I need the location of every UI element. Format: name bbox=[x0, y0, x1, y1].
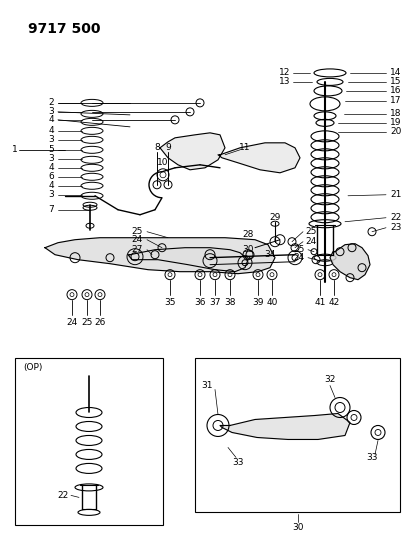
Text: 16: 16 bbox=[390, 86, 402, 95]
Polygon shape bbox=[45, 238, 275, 273]
Text: 31: 31 bbox=[201, 381, 213, 390]
Text: 38: 38 bbox=[224, 298, 236, 307]
Text: 7: 7 bbox=[48, 205, 54, 214]
Text: 24: 24 bbox=[66, 318, 78, 327]
Text: 33: 33 bbox=[232, 458, 244, 467]
Text: 2: 2 bbox=[48, 99, 54, 107]
Text: 41: 41 bbox=[314, 298, 326, 307]
Polygon shape bbox=[218, 143, 300, 173]
Text: 27: 27 bbox=[132, 245, 143, 254]
Text: 24: 24 bbox=[305, 237, 316, 246]
Text: 10: 10 bbox=[157, 158, 169, 167]
Text: 18: 18 bbox=[390, 109, 402, 118]
Text: 26: 26 bbox=[94, 318, 106, 327]
Text: 4: 4 bbox=[48, 181, 54, 190]
Text: 3: 3 bbox=[48, 155, 54, 163]
Text: 3: 3 bbox=[48, 135, 54, 144]
Text: 35: 35 bbox=[164, 298, 176, 307]
Text: 4: 4 bbox=[48, 163, 54, 172]
Polygon shape bbox=[330, 244, 370, 280]
Text: 37: 37 bbox=[209, 298, 221, 307]
Text: 22: 22 bbox=[58, 491, 69, 500]
Text: 19: 19 bbox=[390, 118, 402, 127]
Text: 32: 32 bbox=[324, 375, 336, 384]
Text: 3: 3 bbox=[48, 107, 54, 116]
Text: 9: 9 bbox=[165, 143, 171, 152]
Text: 1: 1 bbox=[12, 146, 18, 155]
Text: 24: 24 bbox=[132, 235, 143, 244]
Text: 3: 3 bbox=[48, 190, 54, 199]
Text: 23: 23 bbox=[390, 223, 402, 232]
Text: 42: 42 bbox=[328, 298, 339, 307]
Text: 34: 34 bbox=[264, 250, 276, 259]
Text: 25: 25 bbox=[132, 227, 143, 236]
Text: 17: 17 bbox=[390, 96, 402, 106]
Text: 12: 12 bbox=[279, 68, 290, 77]
Text: 8: 8 bbox=[154, 143, 160, 152]
Polygon shape bbox=[220, 414, 350, 440]
Text: 4: 4 bbox=[48, 115, 54, 124]
Text: 25: 25 bbox=[305, 227, 316, 236]
Text: 13: 13 bbox=[279, 77, 290, 86]
Text: 30: 30 bbox=[242, 245, 254, 254]
Bar bbox=[195, 358, 400, 512]
Text: 6: 6 bbox=[48, 172, 54, 181]
Text: 4: 4 bbox=[48, 126, 54, 135]
Text: 24: 24 bbox=[294, 253, 305, 262]
Text: 40: 40 bbox=[266, 298, 278, 307]
Text: 11: 11 bbox=[239, 143, 251, 152]
Text: 15: 15 bbox=[390, 77, 402, 86]
Text: 36: 36 bbox=[194, 298, 206, 307]
Text: 33: 33 bbox=[366, 453, 378, 462]
Bar bbox=[15, 358, 163, 526]
Text: 20: 20 bbox=[390, 127, 402, 136]
Text: 25: 25 bbox=[293, 245, 305, 254]
Text: 5: 5 bbox=[48, 146, 54, 155]
Text: (OP): (OP) bbox=[23, 363, 42, 372]
Text: 30: 30 bbox=[292, 523, 304, 532]
Text: 14: 14 bbox=[390, 68, 402, 77]
Polygon shape bbox=[128, 248, 248, 272]
Text: 9717 500: 9717 500 bbox=[28, 22, 101, 36]
Text: 28: 28 bbox=[242, 230, 254, 239]
Text: 39: 39 bbox=[252, 298, 264, 307]
Text: 25: 25 bbox=[81, 318, 93, 327]
Text: 29: 29 bbox=[269, 213, 281, 222]
Text: 21: 21 bbox=[390, 190, 402, 199]
Polygon shape bbox=[160, 133, 225, 170]
Text: 22: 22 bbox=[390, 213, 401, 222]
